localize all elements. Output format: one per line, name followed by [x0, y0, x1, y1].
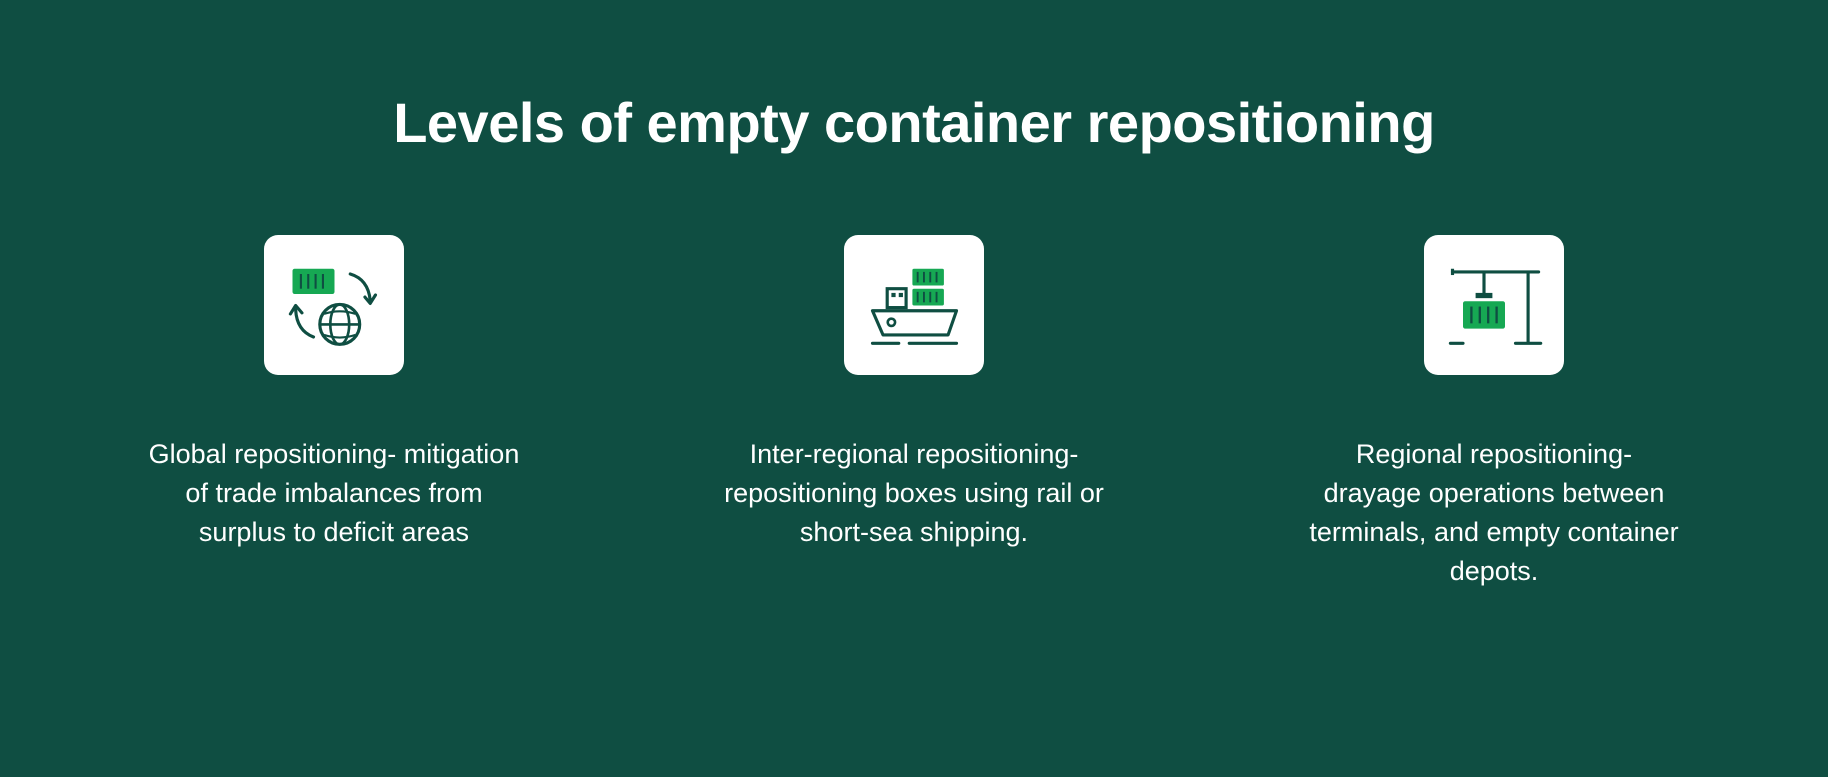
infographic-container: Levels of empty container repositioning	[0, 0, 1828, 777]
card-global: Global repositioning- mitigation of trad…	[144, 235, 524, 592]
page-title: Levels of empty container repositioning	[393, 90, 1435, 155]
card-description-global: Global repositioning- mitigation of trad…	[144, 435, 524, 552]
card-description-regional: Regional repositioning- drayage operatio…	[1304, 435, 1684, 592]
card-interregional: Inter-regional repositioning- reposition…	[724, 235, 1104, 592]
card-description-interregional: Inter-regional repositioning- reposition…	[724, 435, 1104, 552]
cards-row: Global repositioning- mitigation of trad…	[0, 235, 1828, 592]
icon-box-regional	[1424, 235, 1564, 375]
card-regional: Regional repositioning- drayage operatio…	[1304, 235, 1684, 592]
ship-containers-icon	[862, 253, 967, 358]
icon-box-interregional	[844, 235, 984, 375]
crane-container-icon	[1442, 253, 1547, 358]
globe-container-cycle-icon	[282, 253, 387, 358]
icon-box-global	[264, 235, 404, 375]
